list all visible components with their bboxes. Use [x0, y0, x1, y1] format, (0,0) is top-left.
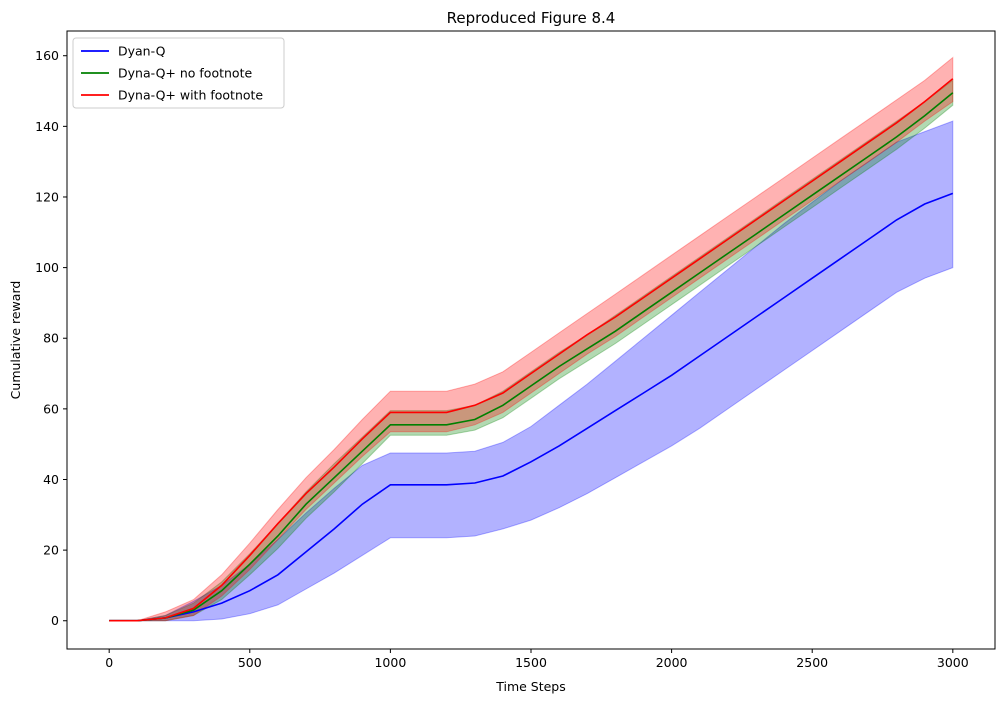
x-tick-label: 2500	[796, 655, 828, 670]
y-tick-label: 140	[35, 119, 59, 134]
axes: 0 500 1000 1500 2000 2500 3000 0 20 40 60 80 100 120 1…	[35, 30, 996, 670]
x-tick-label: 1000	[374, 655, 406, 670]
y-tick-label: 40	[43, 472, 59, 487]
x-tick-label: 2000	[656, 655, 688, 670]
y-tick-label: 20	[43, 543, 59, 558]
series-line-2	[109, 78, 954, 622]
x-tick-label: 3000	[937, 655, 969, 670]
x-axis-label: Time Steps	[495, 679, 566, 694]
legend-label: Dyna-Q+ no footnote	[118, 66, 252, 81]
y-tick-label: 160	[35, 48, 59, 63]
y-tick-label: 100	[35, 260, 59, 275]
y-tick-label: 60	[43, 401, 59, 416]
x-tick-label: 500	[238, 655, 262, 670]
x-tick-label: 0	[105, 655, 113, 670]
series-line-0	[109, 192, 954, 622]
y-tick-label: 80	[43, 331, 59, 346]
legend-box	[72, 37, 285, 109]
chart-title: Reproduced Figure 8.4	[447, 9, 616, 27]
y-tick-label: 120	[35, 189, 59, 204]
series-lines	[109, 78, 954, 622]
legend-label: Dyna-Q+ with footnote	[118, 88, 263, 103]
series-line-1	[109, 92, 954, 622]
y-axis-label: Cumulative reward	[8, 281, 23, 400]
legend-label: Dyan-Q	[118, 44, 166, 59]
x-tick-label: 1500	[515, 655, 547, 670]
legend: Dyan-Q Dyna-Q+ no footnote Dyna-Q+ with fo…	[72, 37, 285, 109]
y-tick-label: 0	[51, 613, 59, 628]
band-0	[109, 120, 954, 622]
